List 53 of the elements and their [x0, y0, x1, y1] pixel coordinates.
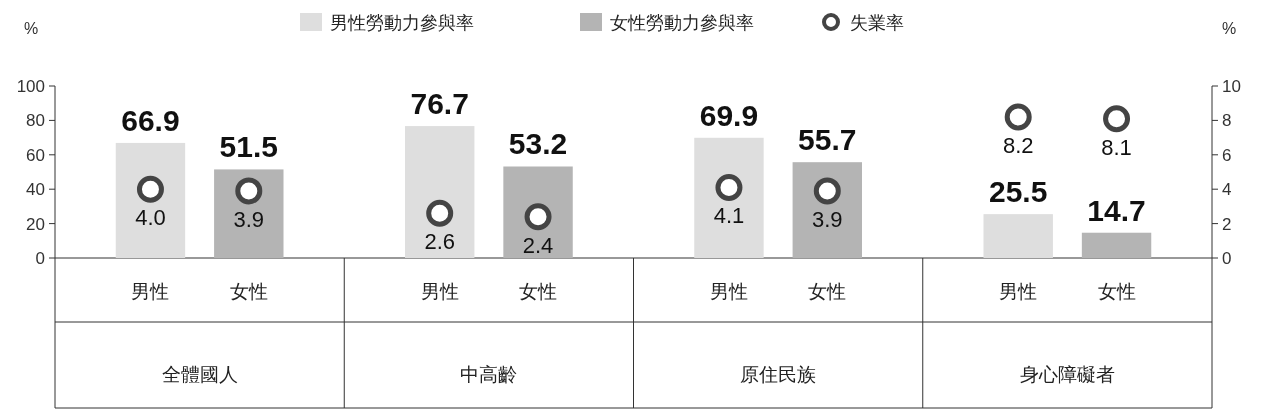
y2-tick-label: 2: [1222, 214, 1232, 234]
legend-label: 女性勞動力參與率: [610, 13, 754, 33]
y-tick-label: 0: [35, 249, 45, 268]
y2-tick-label: 0: [1222, 249, 1232, 268]
bar: [1081, 232, 1152, 258]
legend-label: 失業率: [850, 13, 904, 33]
y-tick-label: 40: [26, 180, 45, 200]
x-tick-label: 女性: [808, 281, 847, 302]
x-tick-label: 男性: [420, 281, 459, 302]
x-tick-label: 女性: [519, 281, 558, 302]
text: 全體國人: [161, 364, 238, 385]
text: 中高齡: [460, 364, 518, 385]
data-label: 4.1: [713, 203, 745, 229]
data-label: 3.9: [812, 206, 843, 232]
data-label: 55.7: [798, 123, 857, 157]
y2-tick-label: 4: [1222, 180, 1232, 200]
data-label: 8.1: [1101, 134, 1132, 160]
data-label: 51.5: [219, 130, 278, 164]
bar: [214, 169, 284, 258]
bar: [503, 166, 573, 258]
bar: [694, 137, 764, 258]
x-tick-label: 男性: [131, 281, 170, 302]
x-tick-label: 男性: [709, 281, 748, 302]
data-label: 53.2: [508, 127, 568, 161]
legend-label: 男性勞動力參與率: [330, 13, 474, 33]
bar: [983, 214, 1053, 258]
data-label: 66.9: [121, 103, 180, 137]
data-label: 2.6: [424, 229, 455, 255]
y2-tick-label: 6: [1222, 145, 1232, 165]
y-tick-label: 20: [26, 214, 45, 234]
y-tick-label: 100: [16, 77, 45, 96]
y2-tick-label: 8: [1222, 111, 1232, 131]
bar: [792, 162, 863, 258]
text: 原住民族: [740, 364, 817, 385]
bar: [404, 126, 475, 258]
data-label: 25.5: [989, 175, 1048, 209]
data-label: 8.2: [1002, 132, 1034, 158]
y-tick-label: 80: [26, 111, 45, 131]
text: 身心障礙者: [1019, 364, 1115, 385]
bar: [115, 142, 186, 258]
data-label: 2.4: [522, 232, 554, 258]
data-label: 14.7: [1087, 193, 1146, 227]
x-tick-label: 女性: [229, 281, 268, 302]
x-tick-label: 男性: [999, 281, 1038, 302]
y-axis-title: %: [24, 20, 39, 37]
y2-axis-title: %: [1222, 20, 1237, 37]
x-tick-label: 女性: [1097, 281, 1136, 302]
y2-tick-label: 10: [1222, 77, 1241, 96]
data-label: 69.9: [699, 98, 759, 132]
data-label: 76.7: [410, 87, 469, 121]
data-label: 4.0: [135, 205, 166, 231]
y-tick-label: 60: [26, 145, 45, 165]
data-label: 3.9: [233, 206, 265, 232]
